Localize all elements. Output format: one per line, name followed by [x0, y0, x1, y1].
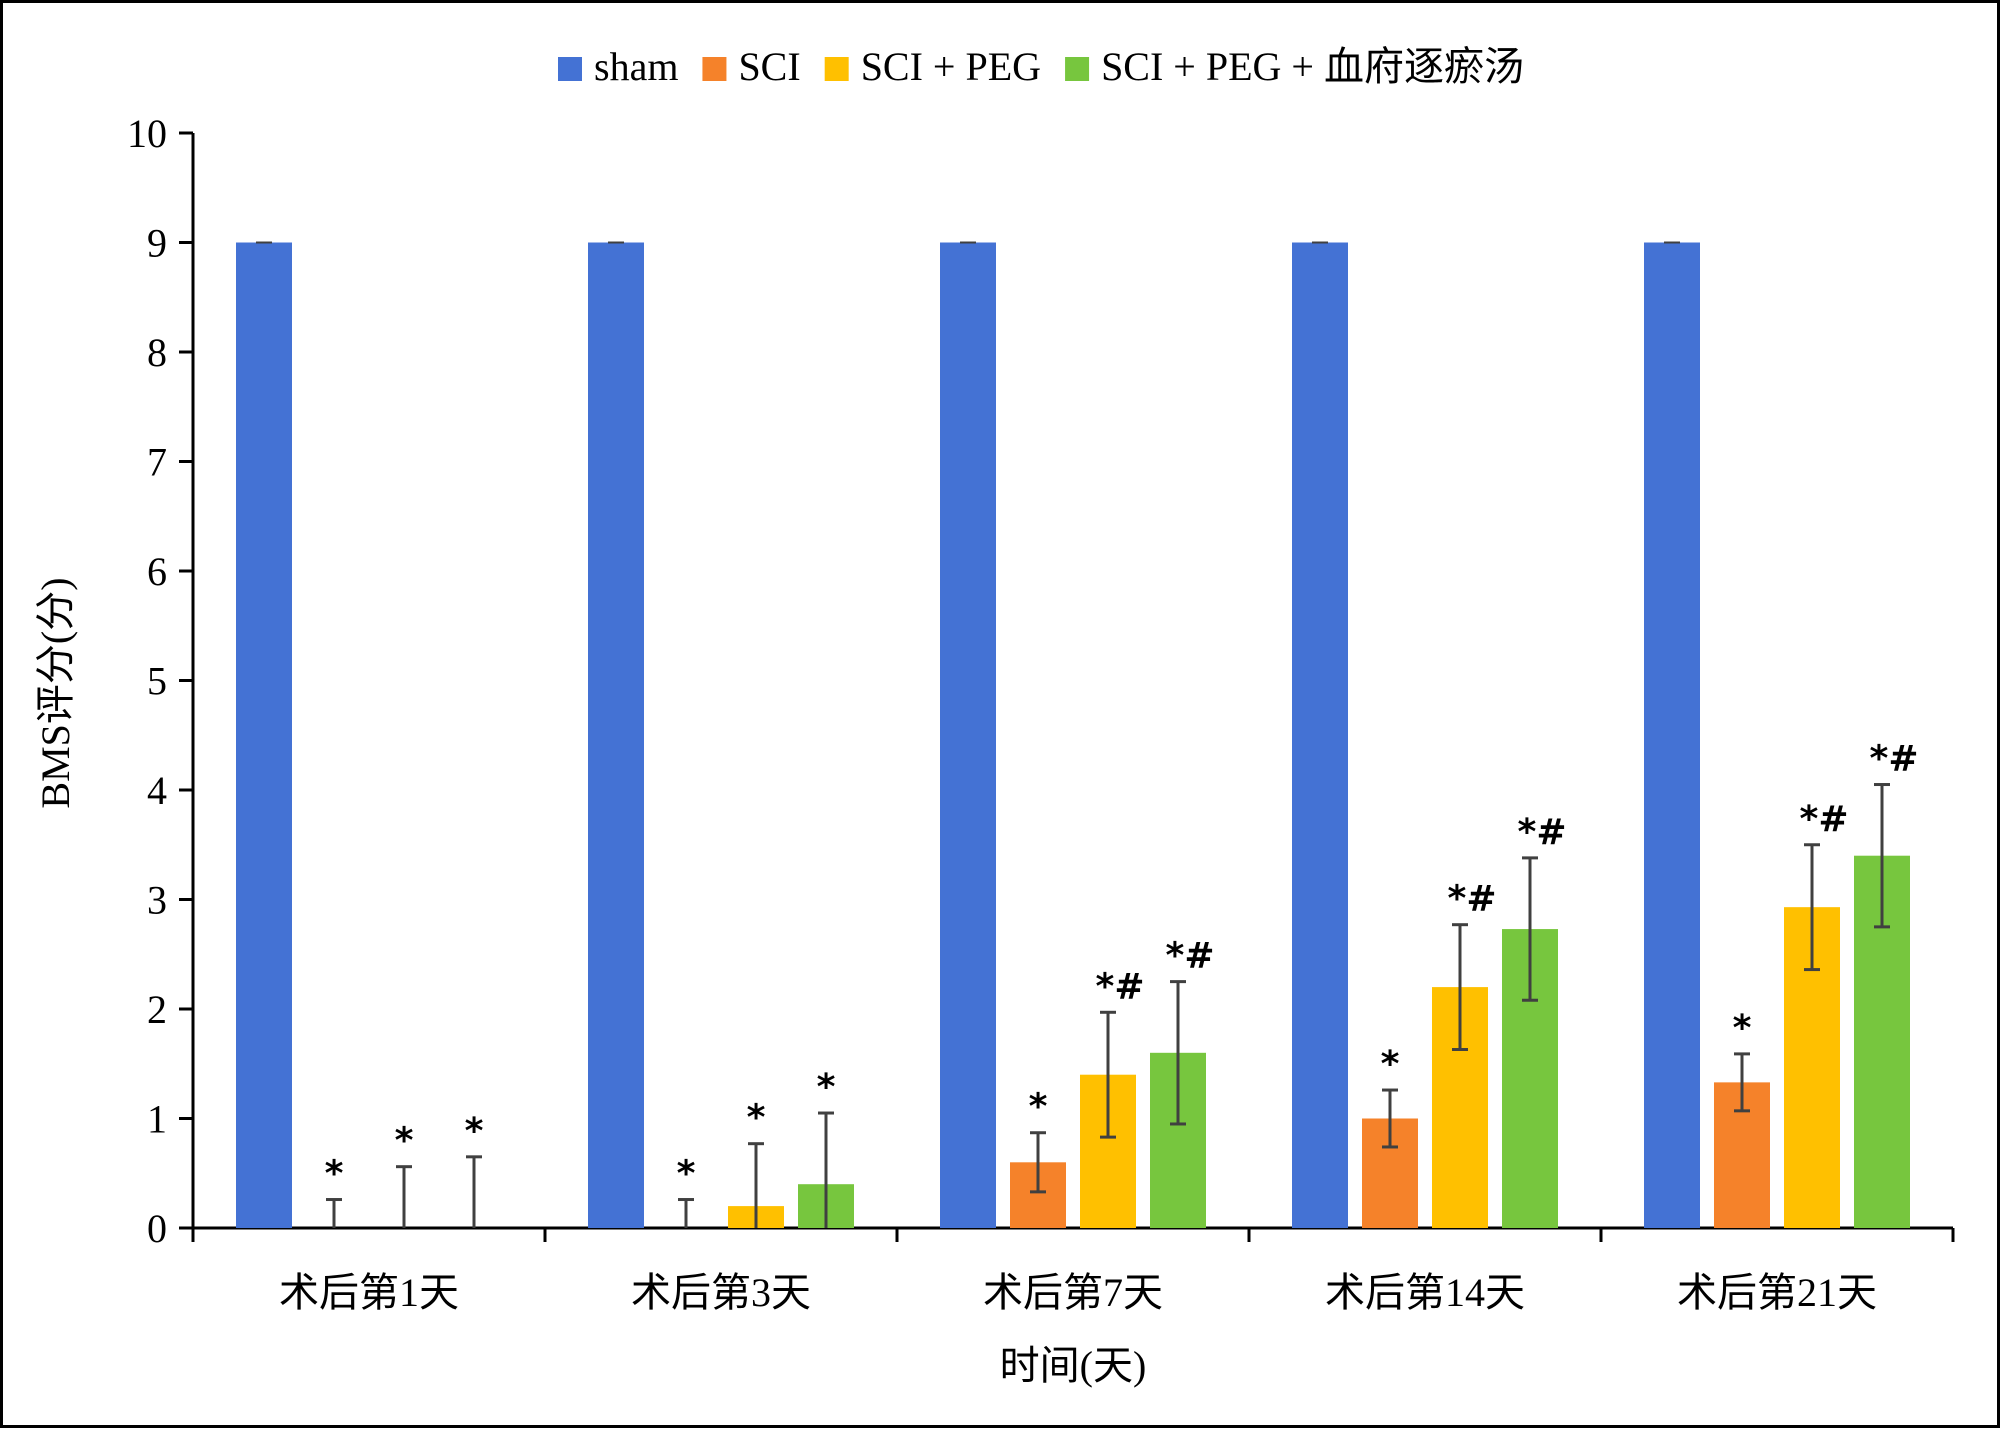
y-tick-label: 7: [147, 440, 167, 485]
significance-label: *: [677, 1154, 696, 1195]
y-tick-label: 4: [147, 768, 167, 813]
x-tick-label: 术后第7天: [983, 1270, 1163, 1315]
bar: [1644, 242, 1700, 1228]
bar: [940, 242, 996, 1228]
legend-swatch: [824, 57, 849, 81]
bar: [236, 242, 292, 1228]
y-axis-label: BMS评分(分): [33, 577, 78, 808]
x-tick-label: 术后第1天: [279, 1270, 459, 1315]
significance-label: *: [1733, 1008, 1752, 1049]
bar: [1292, 242, 1348, 1228]
significance-label: *: [1381, 1044, 1400, 1085]
significance-label: *: [395, 1121, 414, 1162]
significance-label: *#: [1096, 966, 1145, 1007]
significance-label: *: [465, 1111, 484, 1152]
y-tick-label: 0: [147, 1206, 167, 1251]
significance-label: *#: [1870, 739, 1919, 780]
legend-swatch: [702, 57, 727, 81]
y-tick-label: 9: [147, 221, 167, 266]
legend-swatch: [1065, 57, 1090, 81]
y-tick-label: 8: [147, 330, 167, 375]
significance-label: *#: [1166, 936, 1215, 977]
legend-swatch: [558, 57, 582, 81]
legend-label: sham: [594, 44, 678, 89]
significance-label: *: [747, 1098, 766, 1139]
legend-label: SCI + PEG: [861, 44, 1041, 89]
significance-label: *#: [1448, 879, 1497, 920]
y-tick-label: 5: [147, 659, 167, 704]
plot-area: * * * * * * * *# *# *# * * *# *# *#: [236, 241, 1919, 1228]
y-tick-label: 6: [147, 549, 167, 594]
x-tick-label: 术后第14天: [1325, 1270, 1525, 1315]
x-axis: 时间(天) 术后第1天 术后第3天 术后第7天 术后第14天 术后第21天: [191, 1226, 1955, 1388]
y-axis: BMS评分(分) 0 1 2 3 4 5 6 7 8 9 10: [33, 111, 195, 1251]
x-axis-label: 时间(天): [1000, 1343, 1147, 1388]
x-tick-label: 术后第3天: [631, 1270, 811, 1315]
legend-label: SCI + PEG + 血府逐瘀汤: [1101, 44, 1524, 89]
bar: [588, 242, 644, 1228]
y-tick-label: 3: [147, 878, 167, 923]
legend-label: SCI: [738, 44, 800, 89]
significance-label: *#: [1518, 812, 1567, 853]
y-tick-label: 10: [127, 111, 167, 156]
y-tick-label: 2: [147, 987, 167, 1032]
significance-label: *: [325, 1154, 344, 1195]
x-tick-label: 术后第21天: [1677, 1270, 1877, 1315]
significance-label: *: [817, 1067, 836, 1108]
significance-label: *#: [1800, 799, 1849, 840]
legend: sham SCI SCI + PEG SCI + PEG + 血府逐瘀汤: [558, 44, 1524, 89]
significance-label: *: [1029, 1087, 1048, 1128]
bar-chart: sham SCI SCI + PEG SCI + PEG + 血府逐瘀汤 BMS评分(…: [33, 44, 1955, 1388]
y-tick-label: 1: [147, 1097, 167, 1142]
